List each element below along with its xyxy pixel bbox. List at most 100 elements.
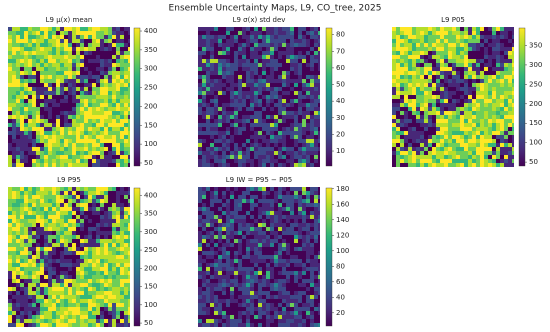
raster-cell [266, 43, 270, 47]
raster-cell [448, 99, 452, 103]
raster-cell [128, 27, 130, 31]
raster-cell [512, 59, 514, 63]
raster-cell [278, 147, 282, 151]
raster-cell [104, 31, 108, 35]
raster-cell [20, 191, 24, 195]
raster-cell [206, 247, 210, 251]
raster-cell [8, 263, 12, 267]
raster-cell [60, 275, 64, 279]
colorbar-tick-label: 50 [529, 158, 538, 166]
raster-cell [464, 79, 468, 83]
raster-cell [420, 95, 424, 99]
raster-cell [36, 283, 40, 287]
raster-cell [484, 63, 488, 67]
raster-cell [488, 135, 492, 139]
raster-cell [408, 35, 412, 39]
raster-cell [52, 35, 56, 39]
raster-cell [36, 247, 40, 251]
raster-cell [202, 163, 206, 167]
raster-cell [80, 271, 84, 275]
raster-cell [392, 131, 396, 135]
raster-cell [238, 135, 242, 139]
raster-cell [96, 255, 100, 259]
raster-cell [214, 75, 218, 79]
raster-cell [40, 107, 44, 111]
raster-cell [254, 131, 258, 135]
raster-cell [112, 279, 116, 283]
raster-cell [254, 207, 258, 211]
raster-cell [88, 39, 92, 43]
raster-cell [84, 135, 88, 139]
raster-cell [456, 163, 460, 167]
raster-cell [452, 87, 456, 91]
raster-cell [68, 83, 72, 87]
raster-cell [222, 67, 226, 71]
raster-cell [468, 59, 472, 63]
raster-cell [20, 75, 24, 79]
raster-cell [44, 303, 48, 307]
raster-cell [246, 135, 250, 139]
raster-cell [64, 51, 68, 55]
raster-cell [20, 119, 24, 123]
raster-cell [218, 147, 222, 151]
raster-cell [24, 31, 28, 35]
raster-cell [80, 243, 84, 247]
raster-cell [40, 275, 44, 279]
raster-cell [230, 27, 234, 31]
raster-cell [306, 163, 310, 167]
raster-cell [238, 315, 242, 319]
raster-cell [246, 203, 250, 207]
raster-cell [84, 31, 88, 35]
raster-cell [128, 239, 130, 243]
raster-cell [76, 299, 80, 303]
raster-cell [254, 107, 258, 111]
raster-cell [202, 203, 206, 207]
raster-cell [100, 283, 104, 287]
raster-cell [80, 259, 84, 263]
raster-cell [500, 79, 504, 83]
raster-cell [266, 103, 270, 107]
raster-cell [416, 79, 420, 83]
raster-cell [124, 47, 128, 51]
raster-cell [424, 143, 428, 147]
raster-cell [116, 51, 120, 55]
colorbar-tick-label: 40 [336, 97, 345, 105]
raster-cell [76, 287, 80, 291]
raster-cell [262, 103, 266, 107]
colorbar-tick-label: 250 [529, 80, 542, 88]
raster-cell [60, 191, 64, 195]
raster-cell [12, 83, 16, 87]
raster-cell [44, 103, 48, 107]
raster-cell [128, 311, 130, 315]
raster-cell [28, 135, 32, 139]
raster-cell [124, 71, 128, 75]
raster-cell [238, 131, 242, 135]
raster-cell [258, 95, 262, 99]
raster-cell [104, 155, 108, 159]
raster-cell [258, 291, 262, 295]
raster-cell [460, 47, 464, 51]
raster-cell [124, 227, 128, 231]
raster-cell [444, 51, 448, 55]
raster-cell [206, 271, 210, 275]
raster-cell [508, 51, 512, 55]
raster-cell [72, 243, 76, 247]
raster-cell [80, 307, 84, 311]
raster-cell [460, 127, 464, 131]
raster-cell [226, 251, 230, 255]
raster-cell [504, 159, 508, 163]
raster-cell [44, 255, 48, 259]
raster-cell [72, 75, 76, 79]
colorbar-tick-label: 150 [529, 119, 542, 127]
raster-cell [88, 215, 92, 219]
raster-cell [480, 35, 484, 39]
raster-cell [116, 187, 120, 191]
raster-cell [96, 43, 100, 47]
raster-cell [8, 215, 12, 219]
raster-cell [104, 147, 108, 151]
raster-cell [408, 135, 412, 139]
raster-cell [448, 155, 452, 159]
raster-cell [112, 315, 116, 319]
raster-cell [36, 203, 40, 207]
colorbar-tick-label: 300 [144, 228, 157, 236]
